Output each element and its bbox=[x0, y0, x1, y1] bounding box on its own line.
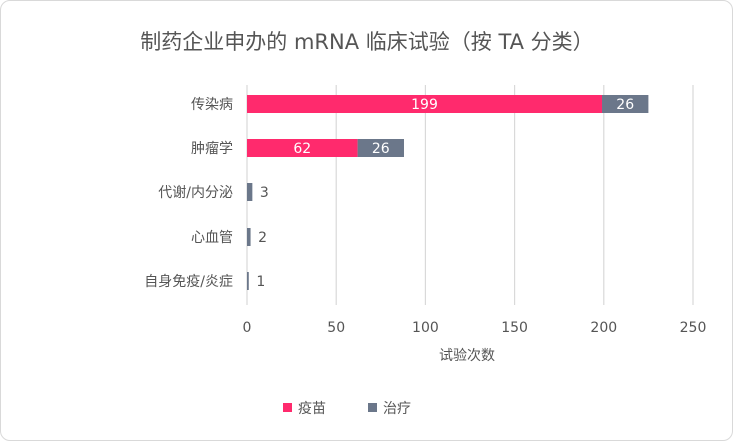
x-tick-label: 50 bbox=[327, 320, 345, 336]
category-label: 传染病 bbox=[191, 97, 233, 113]
legend-label: 疫苗 bbox=[298, 401, 326, 417]
bar-therapy bbox=[357, 139, 404, 157]
category-label: 肿瘤学 bbox=[191, 140, 233, 157]
data-label: 2 bbox=[258, 230, 267, 246]
bar-vaccine bbox=[247, 95, 603, 113]
data-label: 199 bbox=[411, 97, 438, 113]
x-tick-label: 250 bbox=[680, 320, 707, 336]
data-label: 3 bbox=[260, 185, 269, 201]
legend-swatch-vaccine bbox=[283, 403, 292, 412]
legend-swatch-therapy bbox=[368, 403, 377, 412]
x-tick-label: 100 bbox=[412, 320, 439, 336]
x-tick-label: 200 bbox=[590, 320, 617, 336]
chart-title: 制药企业申办的 mRNA 临床试验（按 TA 分类） bbox=[140, 30, 593, 54]
data-label: 62 bbox=[293, 141, 311, 157]
bar-therapy bbox=[602, 95, 649, 113]
category-label: 心血管 bbox=[191, 230, 233, 246]
bar-therapy bbox=[247, 228, 251, 246]
category-label: 代谢/内分泌 bbox=[158, 185, 233, 201]
x-tick-label: 150 bbox=[501, 320, 528, 336]
category-label: 自身免疫/炎症 bbox=[144, 274, 233, 290]
legend: 疫苗 治疗 bbox=[283, 401, 411, 417]
legend-label: 治疗 bbox=[383, 401, 411, 417]
data-label: 26 bbox=[616, 97, 634, 113]
x-axis-label: 试验次数 bbox=[439, 348, 495, 364]
data-label: 1 bbox=[256, 274, 265, 290]
grid-lines bbox=[246, 85, 694, 305]
x-tick-labels: 0 50 100 150 200 250 bbox=[243, 320, 707, 336]
bar-therapy bbox=[247, 183, 253, 201]
data-label: 26 bbox=[372, 141, 390, 157]
bar-therapy bbox=[247, 272, 249, 290]
bars: 199 26 62 26 3 2 1 bbox=[247, 95, 649, 290]
bar-vaccine bbox=[247, 139, 358, 157]
x-tick-label: 0 bbox=[243, 320, 252, 336]
